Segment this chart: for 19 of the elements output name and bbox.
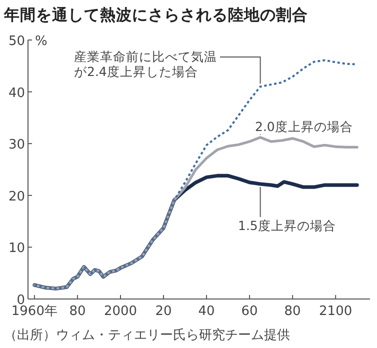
y-tick-label: 50 — [8, 34, 25, 49]
x-tick-label: 80 — [69, 304, 86, 319]
x-tick-label: 2000 — [104, 304, 138, 319]
y-tick-label: 20 — [8, 189, 25, 204]
x-tick-label: 40 — [198, 304, 215, 319]
chart-title: 年間を通して熱波にさらされる陸地の割合 — [3, 6, 308, 24]
x-tick-label: 1960年 — [11, 304, 58, 319]
x-tick-label: 60 — [241, 304, 258, 319]
series-label: 2.0度上昇の場合 — [255, 119, 353, 134]
text: 産業革命前に比べて気温が2.4度上昇した場合 — [74, 49, 217, 79]
text: 1.5度上昇の場合 — [238, 218, 336, 233]
x-tick-label: 20 — [155, 304, 172, 319]
x-tick-label: 80 — [284, 304, 301, 319]
x-tick-label: 2100 — [319, 304, 352, 319]
y-tick-label: 40 — [8, 86, 25, 101]
text: （出所）ウィム・ティエリー氏ら研究チーム提供 — [4, 328, 290, 343]
y-axis-title: % — [35, 34, 48, 49]
y-tick-label: 30 — [8, 138, 25, 153]
y-tick-label: 10 — [8, 241, 25, 256]
